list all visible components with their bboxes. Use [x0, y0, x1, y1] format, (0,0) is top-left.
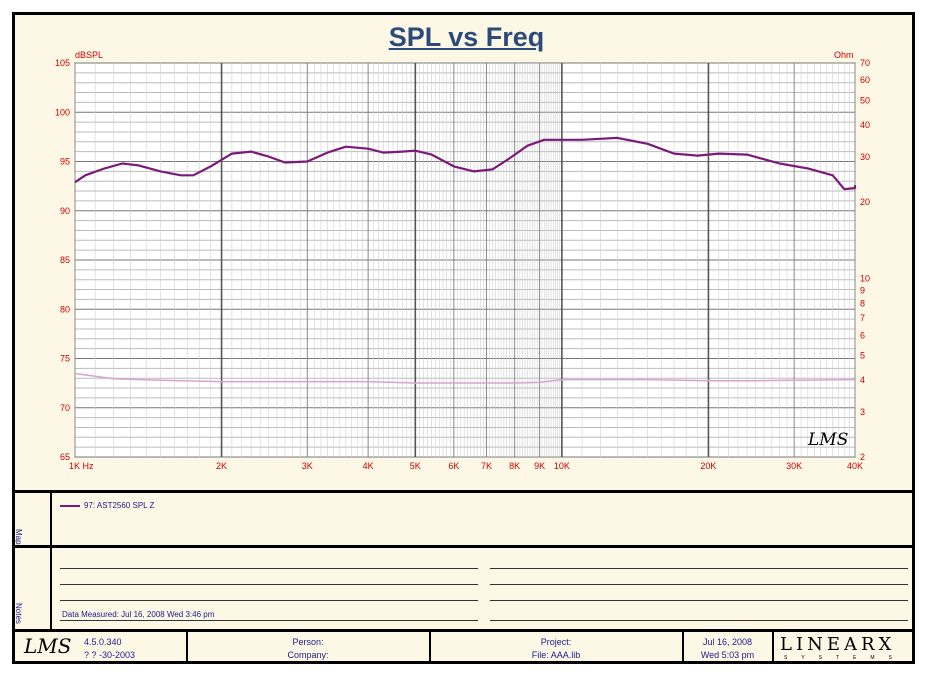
y-tick-label: 75	[60, 354, 70, 364]
y2-tick-label: 3	[860, 407, 865, 417]
footer-time: Wed 5:03 pm	[700, 650, 755, 660]
notes-line	[60, 620, 478, 621]
lms-logo: LMS	[24, 634, 72, 658]
y2-tick-label: 9	[860, 285, 865, 295]
y-axis-label: dBSPL	[75, 50, 103, 60]
map-side-label: Map	[14, 529, 23, 545]
x-tick-label: 40K	[847, 461, 863, 471]
y-tick-label: 85	[60, 255, 70, 265]
y-tick-label: 100	[55, 107, 70, 117]
y2-tick-label: 6	[860, 330, 865, 340]
x-tick-label: 20K	[700, 461, 716, 471]
y2-tick-label: 70	[860, 58, 870, 68]
spl-line	[74, 136, 857, 191]
notes-line	[490, 568, 908, 569]
footer-divider	[772, 631, 774, 664]
x-tick-label: 3K	[302, 461, 313, 471]
linearx-logo: LINEARX	[780, 634, 896, 655]
footer-divider	[186, 631, 188, 664]
grid	[74, 62, 856, 458]
impedance-line	[74, 372, 856, 384]
divider-legend-notes	[12, 545, 915, 548]
divider-notes-footer	[12, 629, 915, 632]
chart-title: SPL vs Freq	[388, 22, 545, 52]
notes-line	[60, 584, 478, 585]
series-lines	[74, 136, 857, 384]
notes-line	[490, 584, 908, 585]
y2-tick-label: 4	[860, 375, 865, 385]
notes-line	[490, 600, 908, 601]
tick-labels: 1K Hz 2K 3K 4K 5K 6K 7K 8K 9K 10K 20K 30K 40K6570758…	[55, 58, 870, 471]
footer-divider	[682, 631, 684, 664]
x-tick-label: 7K	[481, 461, 492, 471]
person-label: Person:	[292, 637, 324, 647]
y2-tick-label: 10	[860, 274, 870, 284]
y-tick-label: 105	[55, 58, 70, 68]
y2-tick-label: 7	[860, 313, 865, 323]
x-tick-label: 10K	[554, 461, 570, 471]
x-tick-label: 30K	[786, 461, 802, 471]
x-tick-label: 2K	[216, 461, 227, 471]
legend-swatch	[60, 504, 80, 507]
footer-divider	[429, 631, 431, 664]
y2-tick-label: 2	[860, 452, 865, 462]
x-tick-label: 6K	[448, 461, 459, 471]
linearx-sub: SYSTEMS	[784, 655, 906, 661]
legend-label: 97: AST2560 SPL Z	[84, 501, 155, 510]
y2-tick-label: 60	[860, 75, 870, 85]
y-tick-label: 70	[60, 403, 70, 413]
version: 4.5.0.340	[84, 637, 122, 647]
y2-tick-label: 40	[860, 120, 870, 130]
notes-side-label: Notes	[14, 603, 23, 624]
x-tick-label: 5K	[410, 461, 421, 471]
y-tick-label: 80	[60, 304, 70, 314]
project-label: Project:	[540, 637, 572, 647]
y2-tick-label: 8	[860, 298, 865, 308]
side-column-divider	[50, 492, 52, 630]
company-label: Company:	[287, 650, 329, 660]
y2-tick-label: 50	[860, 95, 870, 105]
legend: 97: AST2560 SPL Z	[60, 501, 154, 510]
divider-plot-legend	[12, 490, 915, 493]
x-tick-label: 1K Hz	[69, 461, 94, 471]
y2-tick-label: 5	[860, 350, 865, 360]
x-tick-label: 8K	[509, 461, 520, 471]
y2-tick-label: 30	[860, 152, 870, 162]
file-label: File: AAA.lib	[531, 650, 581, 660]
date-code: ? ? -30-2003	[84, 650, 136, 660]
x-tick-label: 4K	[363, 461, 374, 471]
x-tick-label: 9K	[534, 461, 545, 471]
y2-tick-label: 20	[860, 197, 870, 207]
notes-line	[60, 568, 478, 569]
notes-line	[490, 620, 908, 621]
y-tick-label: 95	[60, 157, 70, 167]
y-tick-label: 65	[60, 452, 70, 462]
lms-watermark-logo: LMS	[808, 430, 849, 450]
footer-date: Jul 16, 2008	[702, 637, 753, 647]
y2-axis-label: Ohm	[834, 50, 854, 60]
notes-line	[60, 600, 478, 601]
y-tick-label: 90	[60, 206, 70, 216]
data-measured: Data Measured: Jul 16, 2008 Wed 3:46 pm	[62, 610, 215, 619]
